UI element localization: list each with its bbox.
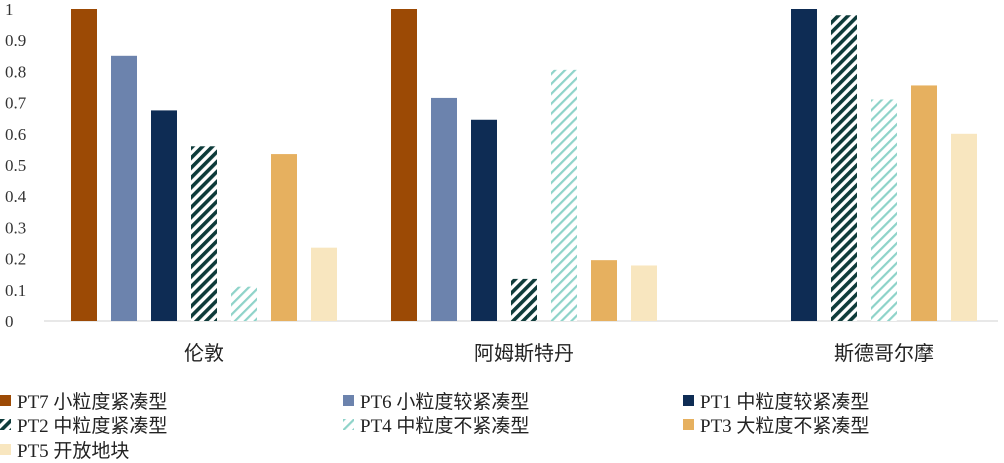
- legend-swatch: [683, 394, 694, 406]
- x-category-label: 斯德哥尔摩: [834, 342, 934, 365]
- legend-item: PT5 开放地块: [0, 438, 130, 462]
- y-tick-label: 0.3: [5, 218, 26, 237]
- legend-swatch: [0, 418, 11, 430]
- legend-label: PT4 中粒度不紧凑型: [360, 415, 530, 437]
- legend-swatch: [683, 418, 694, 430]
- legend-item: PT3 大粒度不紧凑型: [683, 413, 870, 437]
- y-tick-label: 0.6: [5, 125, 26, 144]
- legend-swatch: [343, 394, 354, 406]
- bar-1-2: [391, 9, 417, 321]
- x-axis-category-labels: 伦敦 阿姆斯特丹 斯德哥尔摩: [184, 342, 934, 365]
- bar-5-2: [551, 69, 577, 321]
- legend-label: PT3 大粒度不紧凑型: [700, 415, 870, 437]
- y-tick-label: 0.1: [5, 281, 26, 300]
- legend-label: PT6 小粒度较紧凑型: [360, 391, 530, 413]
- y-tick-label: 0.7: [5, 94, 27, 113]
- y-tick-label: 0.4: [5, 187, 27, 206]
- legend-item: PT2 中粒度紧凑型: [0, 413, 168, 437]
- legend-label: PT2 中粒度紧凑型: [17, 415, 168, 437]
- bar-4-1: [191, 146, 217, 321]
- legend-label: PT1 中粒度较紧凑型: [700, 391, 870, 413]
- legend-swatch: [0, 394, 11, 406]
- bar-chart: 0 0.1 0.2 0.3 0.4 0.5 0.6 0.7 0.8 0.9 1 伦敦 阿姆斯特丹 斯德哥…: [5, 0, 998, 365]
- bars: [71, 9, 977, 322]
- legend-swatch: [343, 418, 354, 430]
- bar-3-2: [471, 119, 497, 321]
- bar-3-1: [151, 110, 177, 322]
- bar-2-2: [431, 97, 457, 321]
- bar-5-3: [871, 99, 897, 321]
- y-tick-label: 0.8: [5, 62, 26, 81]
- x-category-label: 伦敦: [184, 342, 224, 365]
- bar-1-1: [71, 9, 97, 321]
- bar-6-2: [591, 260, 617, 321]
- y-tick-label: 0.2: [5, 250, 26, 269]
- legend-label: PT7 小粒度紧凑型: [17, 391, 168, 413]
- bar-4-2: [511, 278, 537, 321]
- bar-7-1: [311, 247, 337, 321]
- legend-item: PT7 小粒度紧凑型: [0, 389, 168, 413]
- y-axis-tick-labels: 0 0.1 0.2 0.3 0.4 0.5 0.6 0.7 0.8 0.9 1: [5, 0, 27, 331]
- legend-item: PT1 中粒度较紧凑型: [683, 389, 870, 413]
- bar-6-3: [911, 85, 937, 321]
- y-tick-label: 0.9: [5, 31, 26, 50]
- legend-label: PT5 开放地块: [17, 440, 130, 462]
- bar-4-3: [831, 15, 857, 322]
- x-category-label: 阿姆斯特丹: [474, 342, 574, 365]
- y-tick-label: 1: [5, 0, 14, 19]
- y-tick-label: 0.5: [5, 156, 26, 175]
- legend-swatch: [0, 443, 11, 455]
- legend-item: PT4 中粒度不紧凑型: [343, 413, 530, 437]
- bar-7-2: [631, 265, 657, 321]
- legend: PT7 小粒度紧凑型 PT6 小粒度较紧凑型 PT1 中粒度较紧凑型 PT2 中粒度紧…: [0, 386, 1004, 462]
- bar-5-1: [231, 286, 257, 321]
- bar-7-3: [951, 133, 977, 321]
- y-tick-label: 0: [5, 312, 14, 331]
- bar-3-3: [791, 9, 817, 321]
- legend-item: PT6 小粒度较紧凑型: [343, 389, 530, 413]
- bar-6-1: [271, 154, 297, 321]
- bar-2-1: [111, 55, 137, 322]
